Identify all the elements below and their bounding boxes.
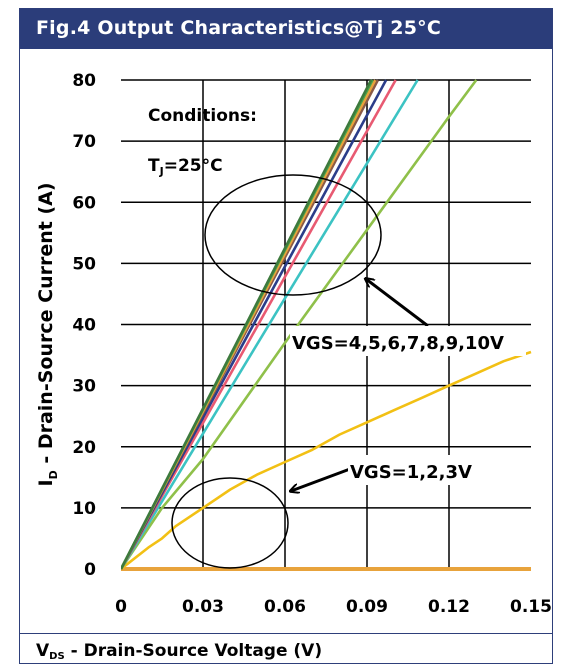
y-axis-label-part: I (35, 479, 57, 486)
x-axis-label-main: V (36, 641, 50, 661)
annotation-ellipse-high (204, 174, 382, 296)
y-tick-label: 20 (72, 438, 96, 458)
series-line (121, 79, 388, 570)
y-tick-label: 40 (72, 316, 96, 336)
annotation-tj-subscript: J (159, 165, 164, 178)
annotation-bg-low (348, 455, 484, 485)
annotation-ellipse-low (171, 477, 289, 569)
y-axis-label-part: - Drain-Source Current (A) (35, 182, 57, 470)
annotation-vgs-high: VGS=4,5,6,7,8,9,10V (292, 333, 504, 354)
x-axis-label-rest: - Drain-Source Voltage (V) (64, 641, 323, 661)
y-tick-label: 0 (84, 560, 96, 580)
x-tick-label: 0.15 (510, 597, 552, 617)
annotation-conditions: Conditions: (148, 106, 257, 126)
y-tick-label: 80 (72, 71, 96, 91)
y-axis-label-subscript: D (47, 470, 60, 479)
annotation-bg-high (290, 326, 526, 356)
annotation-tj-part: =25°C (164, 156, 223, 176)
annotation-tj: TJ=25°C (148, 156, 223, 178)
annotation-tj-part: T (148, 156, 160, 176)
label-divider (20, 633, 552, 634)
x-tick-label: 0.06 (264, 597, 306, 617)
series-line (121, 79, 397, 570)
y-tick-label: 10 (72, 499, 96, 519)
annotation-vgs-low: VGS=1,2,3V (350, 462, 472, 483)
series-line (121, 350, 532, 571)
x-tick-label: 0.09 (346, 597, 388, 617)
x-axis-label-subscript: DS (49, 651, 65, 662)
x-tick-label: 0.12 (428, 597, 470, 617)
figure-title: Fig.4 Output Characteristics@Tj 25°C (36, 17, 441, 39)
series-line (121, 79, 373, 570)
x-axis-label: VDS - Drain-Source Voltage (V) (36, 641, 322, 662)
x-tick-label: 0 (115, 597, 127, 617)
y-tick-label: 50 (72, 254, 96, 274)
series-line (121, 79, 478, 570)
y-tick-label: 60 (72, 193, 96, 213)
y-tick-label: 70 (72, 132, 96, 152)
title-bar: Fig.4 Output Characteristics@Tj 25°C (20, 9, 552, 49)
annotation-arrow-low (291, 467, 351, 491)
x-tick-label: 0.03 (182, 597, 224, 617)
y-tick-label: 30 (72, 377, 96, 397)
series-line (121, 79, 419, 570)
annotation-arrow-high (366, 279, 429, 328)
y-axis-label: ID - Drain-Source Current (A) (35, 182, 60, 486)
